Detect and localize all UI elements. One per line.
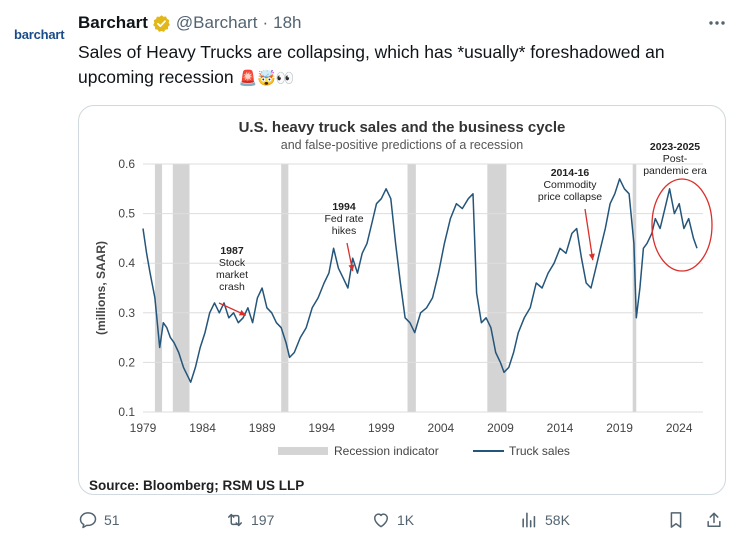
reply-count: 51 xyxy=(104,512,120,528)
y-tick-label: 0.3 xyxy=(118,306,135,320)
views-button[interactable]: 58K xyxy=(519,510,570,530)
like-button[interactable]: 1K xyxy=(371,510,414,530)
avatar-logo-text: barchart xyxy=(14,27,65,42)
annotation-arrowhead xyxy=(238,309,246,316)
tweet-emojis: 🚨🤯👀 xyxy=(238,70,295,87)
views-count: 58K xyxy=(545,512,570,528)
share-icon xyxy=(707,512,721,527)
repost-count: 197 xyxy=(251,512,275,528)
annotation-1987-text: market xyxy=(216,269,248,281)
x-tick-label: 2004 xyxy=(428,421,455,435)
y-tick-label: 0.5 xyxy=(118,207,135,221)
bookmark-icon xyxy=(670,512,682,528)
tweet-header: Barchart @Barchart · 18h xyxy=(78,10,729,36)
like-count: 1K xyxy=(397,512,415,528)
tweet-actions: 51 197 1K 58K xyxy=(78,510,728,536)
x-tick-label: 1984 xyxy=(189,421,216,435)
annotation-1987-text: crash xyxy=(219,281,245,293)
annotation-1994-text: hikes xyxy=(332,225,357,237)
annotation-2023-text: pandemic era xyxy=(643,165,707,177)
heart-icon xyxy=(374,513,388,528)
annotation-2023-year: 2023-2025 xyxy=(650,141,700,153)
annotation-2014-year: 2014-16 xyxy=(551,167,590,179)
annotation-1994-year: 1994 xyxy=(332,201,356,213)
repost-button[interactable]: 197 xyxy=(225,510,274,530)
recession-band xyxy=(407,164,416,412)
y-tick-label: 0.4 xyxy=(118,256,135,270)
views-chart-icon xyxy=(522,512,536,528)
y-tick-label: 0.1 xyxy=(118,405,135,419)
reply-button[interactable]: 51 xyxy=(78,510,120,530)
truck-sales-chart: U.S. heavy truck sales and the business … xyxy=(94,119,713,458)
annotation-arrowhead xyxy=(348,264,355,272)
post-pandemic-circle xyxy=(651,178,713,272)
recession-band xyxy=(281,164,289,412)
more-options-icon[interactable] xyxy=(705,12,729,34)
x-tick-label: 1979 xyxy=(130,421,157,435)
share-button[interactable] xyxy=(704,510,730,530)
chart-title: U.S. heavy truck sales and the business … xyxy=(239,119,566,136)
bookmark-button[interactable] xyxy=(666,510,692,530)
annotation-2014-text: price collapse xyxy=(538,191,602,203)
repost-icon xyxy=(228,513,242,527)
x-tick-label: 2014 xyxy=(547,421,574,435)
tweet-text: Sales of Heavy Trucks are collapsing, wh… xyxy=(78,40,728,91)
chart-source: Source: Bloomberg; RSM US LLP xyxy=(89,478,305,493)
y-axis-label: (millions, SAAR) xyxy=(94,241,108,335)
annotation-1987-text: Stock xyxy=(219,257,246,269)
reply-icon xyxy=(79,512,97,529)
annotation-arrowhead xyxy=(588,253,595,261)
x-tick-label: 1994 xyxy=(308,421,335,435)
legend-series-label: Truck sales xyxy=(509,444,570,458)
x-tick-label: 2009 xyxy=(487,421,514,435)
chart-subtitle: and false-positive predictions of a rece… xyxy=(281,138,524,152)
x-tick-label: 2019 xyxy=(606,421,633,435)
x-tick-label: 1999 xyxy=(368,421,395,435)
author-handle[interactable]: @Barchart xyxy=(175,13,258,32)
y-tick-label: 0.6 xyxy=(118,157,135,171)
y-tick-label: 0.2 xyxy=(118,355,135,369)
x-tick-label: 1989 xyxy=(249,421,276,435)
recession-band xyxy=(632,164,637,412)
annotation-1987-year: 1987 xyxy=(220,245,244,257)
legend-recession-label: Recession indicator xyxy=(334,444,439,458)
recession-band xyxy=(154,164,163,412)
recession-band xyxy=(487,164,507,412)
chart-image[interactable]: U.S. heavy truck sales and the business … xyxy=(78,105,726,495)
legend-recession-swatch xyxy=(278,447,328,455)
tweet-text-line-1: Sales of Heavy Trucks are collapsing, wh… xyxy=(78,42,665,62)
annotation-1994-text: Fed rate xyxy=(324,213,363,225)
x-tick-label: 2024 xyxy=(666,421,693,435)
avatar[interactable]: barchart xyxy=(14,26,70,46)
annotation-arrow-line xyxy=(584,208,594,261)
tweet-text-line-2: upcoming recession xyxy=(78,67,234,87)
annotation-2014-text: Commodity xyxy=(543,179,597,191)
annotation-2023-text: Post- xyxy=(663,153,688,165)
verified-badge-icon[interactable] xyxy=(152,14,171,33)
separator-dot: · xyxy=(262,13,269,32)
author-name[interactable]: Barchart xyxy=(78,13,148,32)
timestamp[interactable]: 18h xyxy=(273,13,302,32)
